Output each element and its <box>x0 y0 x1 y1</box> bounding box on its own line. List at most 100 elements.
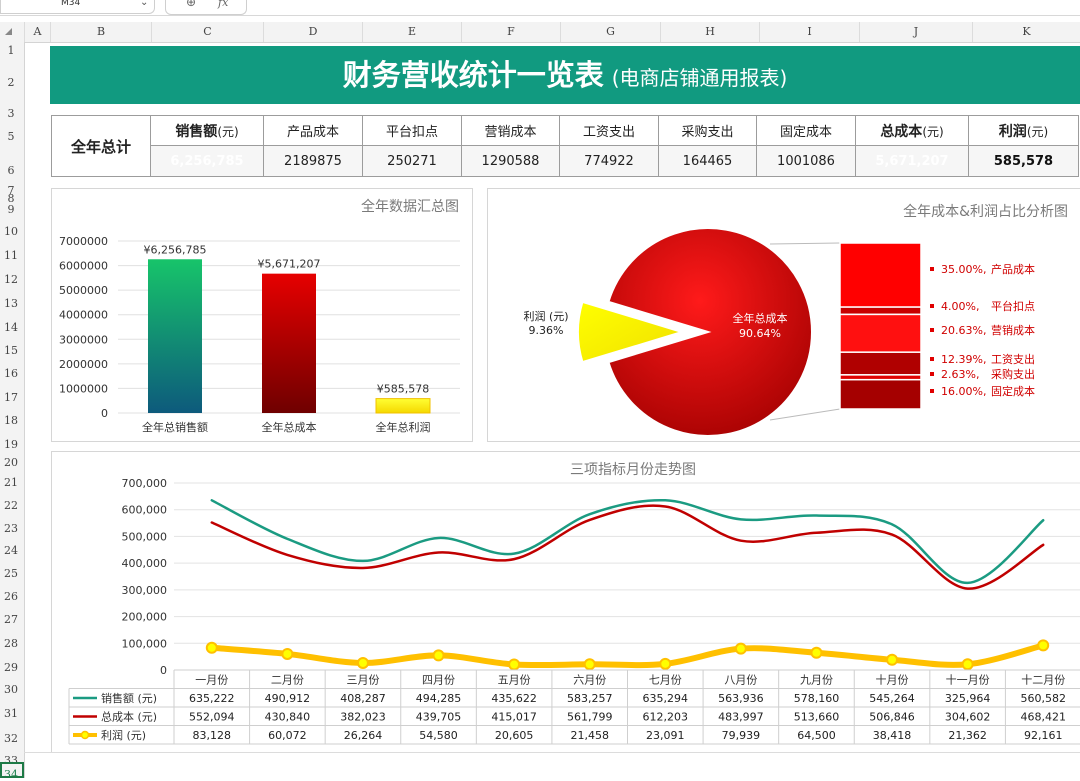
profit-point[interactable] <box>659 657 672 670</box>
header-platform-fee[interactable]: 平台扣点 <box>362 115 462 146</box>
row-header-1[interactable]: 1 <box>7 44 15 57</box>
value-total-cost[interactable]: 5,671,207 <box>855 145 969 177</box>
row-header-29[interactable]: 29 <box>4 661 18 674</box>
bar-3[interactable] <box>375 398 431 414</box>
series-line-2[interactable] <box>210 504 1045 590</box>
row-header-8[interactable]: 8 <box>7 192 15 205</box>
column-header-j[interactable]: J <box>859 22 972 42</box>
table-cell-value: 545,264 <box>869 692 915 705</box>
row-header-26[interactable]: 26 <box>4 590 18 603</box>
row-header-7[interactable]: 7 <box>7 184 15 197</box>
column-header-d[interactable]: D <box>263 22 362 42</box>
bar-1[interactable] <box>148 259 202 413</box>
profit-point[interactable] <box>205 641 218 654</box>
profit-point[interactable] <box>281 647 294 660</box>
breakdown-segment-1[interactable] <box>839 242 922 308</box>
breakdown-segment-4[interactable] <box>839 351 922 376</box>
row-header-9[interactable]: 9 <box>7 203 15 216</box>
value-marketing-cost[interactable]: 1290588 <box>461 145 560 177</box>
header-profit[interactable]: 利润(元) <box>968 115 1079 146</box>
row-header-16[interactable]: 16 <box>4 367 18 380</box>
row-header-2[interactable]: 2 <box>7 76 15 89</box>
row-header-28[interactable]: 28 <box>4 637 18 650</box>
row-header-14[interactable]: 14 <box>4 321 18 334</box>
row-header-25[interactable]: 25 <box>4 567 18 580</box>
pie-slice-total-cost[interactable] <box>607 227 813 437</box>
row-header-20[interactable]: 20 <box>4 456 18 469</box>
column-header-h[interactable]: H <box>660 22 759 42</box>
profit-point[interactable] <box>508 658 521 671</box>
column-header-a[interactable]: A <box>24 22 50 42</box>
row-header-27[interactable]: 27 <box>4 613 18 626</box>
column-header-g[interactable]: G <box>560 22 660 42</box>
row-header-13[interactable]: 13 <box>4 297 18 310</box>
value-purchase[interactable]: 164465 <box>658 145 757 177</box>
bar-2[interactable] <box>262 273 316 413</box>
column-header-b[interactable]: B <box>50 22 151 42</box>
profit-point[interactable] <box>961 658 974 671</box>
row-header-11[interactable]: 11 <box>4 249 18 262</box>
row-header-21[interactable]: 21 <box>4 476 18 489</box>
row-header-23[interactable]: 23 <box>4 522 18 535</box>
column-header-i[interactable]: I <box>759 22 859 42</box>
row-header-19[interactable]: 19 <box>4 438 18 451</box>
value-fixed-cost[interactable]: 1001086 <box>756 145 856 177</box>
row-header-31[interactable]: 31 <box>4 707 18 720</box>
row-header-10[interactable]: 10 <box>4 225 18 238</box>
bar-chart-panel[interactable]: 全年数据汇总图 0 1000000 2000000 3000000 4000000 500… <box>51 188 473 442</box>
value-profit[interactable]: 585,578 <box>968 145 1079 177</box>
summary-row-label[interactable]: 全年总计 <box>51 115 151 177</box>
header-product-cost[interactable]: 产品成本 <box>263 115 363 146</box>
profit-point[interactable] <box>810 646 823 659</box>
row-header-22[interactable]: 22 <box>4 499 18 512</box>
row-header-5[interactable]: 5 <box>7 130 15 143</box>
row-header-3[interactable]: 3 <box>7 107 15 120</box>
header-sales[interactable]: 销售额(元) <box>150 115 264 146</box>
header-total-cost[interactable]: 总成本(元) <box>855 115 969 146</box>
profit-point[interactable] <box>356 656 369 669</box>
breakdown-segment-6[interactable] <box>839 378 922 410</box>
column-header-e[interactable]: E <box>362 22 461 42</box>
fx-icon[interactable]: fx <box>218 0 229 9</box>
row-header-6[interactable]: 6 <box>7 164 15 177</box>
profit-point[interactable] <box>432 649 445 662</box>
pie-chart-panel[interactable]: 全年成本&利润占比分析图 全年总成本 90.64% 利润 (元) 9.36% 35.00… <box>487 188 1080 442</box>
row-header-24[interactable]: 24 <box>4 544 18 557</box>
breakdown-segment-2[interactable] <box>839 306 922 316</box>
profit-point[interactable] <box>583 658 596 671</box>
series-line-3[interactable] <box>208 642 1047 669</box>
profit-point[interactable] <box>734 642 747 655</box>
line-chart-panel[interactable]: 三项指标月份走势图 0 100,000 200,000 300,000 400,000 5… <box>51 451 1080 753</box>
row-header-30[interactable]: 30 <box>4 683 18 696</box>
row-header-12[interactable]: 12 <box>4 273 18 286</box>
row-header-17[interactable]: 17 <box>4 391 18 404</box>
value-salary[interactable]: 774922 <box>559 145 659 177</box>
value-sales[interactable]: 6,256,785 <box>150 145 264 177</box>
series-line-1[interactable] <box>210 498 1045 585</box>
name-box[interactable]: M34 <box>0 0 155 14</box>
row-header-32[interactable]: 32 <box>4 732 18 745</box>
pie-slice-profit[interactable] <box>577 300 686 364</box>
row-header-15[interactable]: 15 <box>4 344 18 357</box>
zoom-icon[interactable]: ⊕ <box>186 0 197 9</box>
header-fixed-cost[interactable]: 固定成本 <box>756 115 856 146</box>
column-header-k[interactable]: K <box>972 22 1080 42</box>
breakdown-segment-3[interactable] <box>839 313 922 353</box>
chevron-down-icon[interactable]: ⌄ <box>140 0 149 8</box>
profit-point[interactable] <box>886 653 899 666</box>
value-product-cost[interactable]: 2189875 <box>263 145 363 177</box>
breakdown-legend-marker <box>930 267 934 271</box>
breakdown-legend-marker <box>930 389 934 393</box>
header-marketing-cost[interactable]: 营销成本 <box>461 115 560 146</box>
profit-point[interactable] <box>1037 639 1050 652</box>
column-header-f[interactable]: F <box>461 22 560 42</box>
table-cell-value: 79,939 <box>722 729 761 742</box>
column-header-c[interactable]: C <box>151 22 263 42</box>
bar-y-tick: 5000000 <box>59 284 108 297</box>
header-salary[interactable]: 工资支出 <box>559 115 659 146</box>
select-all-corner[interactable] <box>0 22 24 42</box>
value-platform-fee[interactable]: 250271 <box>362 145 462 177</box>
table-cell-value: 490,912 <box>265 692 311 705</box>
header-purchase[interactable]: 采购支出 <box>658 115 757 146</box>
row-header-18[interactable]: 18 <box>4 414 18 427</box>
